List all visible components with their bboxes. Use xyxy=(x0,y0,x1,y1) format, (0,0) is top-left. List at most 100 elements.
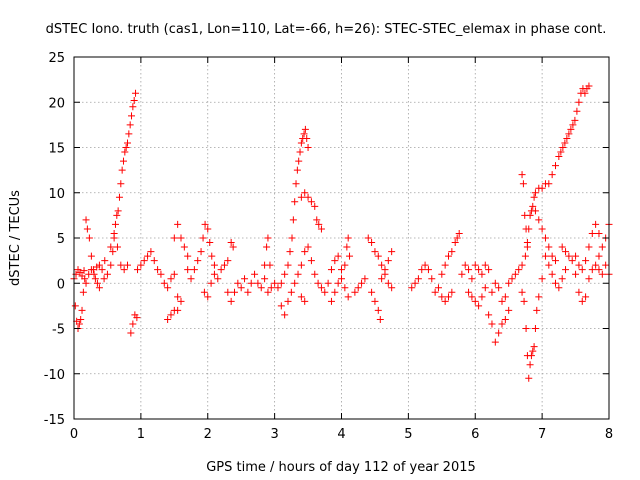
data-point xyxy=(261,275,269,283)
data-point xyxy=(441,297,449,305)
data-point xyxy=(498,297,506,305)
data-point xyxy=(122,144,130,151)
data-point xyxy=(251,270,259,278)
data-point xyxy=(525,374,533,382)
data-point xyxy=(327,297,335,305)
data-point xyxy=(518,171,526,179)
data-point xyxy=(561,139,569,147)
data-point xyxy=(585,243,593,251)
data-point xyxy=(344,234,352,242)
data-point xyxy=(231,288,238,296)
data-point xyxy=(78,272,86,280)
data-point xyxy=(575,98,583,106)
data-point xyxy=(164,284,172,292)
data-point xyxy=(129,103,137,111)
data-point xyxy=(371,248,379,256)
data-point xyxy=(130,96,138,104)
data-point xyxy=(438,293,446,301)
data-point xyxy=(301,125,309,133)
data-point xyxy=(126,121,134,129)
data-point xyxy=(291,279,299,287)
data-point xyxy=(100,275,108,283)
data-point xyxy=(535,216,543,224)
data-point xyxy=(224,257,232,265)
data-point xyxy=(227,239,235,247)
data-point xyxy=(388,248,396,256)
data-point xyxy=(581,89,589,97)
data-point xyxy=(220,261,228,269)
data-point xyxy=(508,275,516,283)
data-point xyxy=(491,279,499,287)
data-point xyxy=(331,288,339,296)
data-point xyxy=(414,275,422,283)
data-point xyxy=(147,248,155,256)
data-point xyxy=(455,229,463,237)
data-point xyxy=(343,243,351,251)
data-point xyxy=(295,157,303,165)
data-point xyxy=(281,311,289,319)
data-point xyxy=(351,288,359,296)
data-point xyxy=(341,284,349,292)
data-point xyxy=(501,293,509,301)
data-point xyxy=(297,193,305,201)
data-point xyxy=(451,239,459,247)
data-point xyxy=(569,121,577,129)
data-point xyxy=(263,243,271,251)
data-point xyxy=(545,180,553,188)
data-point xyxy=(124,139,131,147)
data-point xyxy=(364,234,372,242)
data-point xyxy=(115,193,123,201)
data-point xyxy=(127,329,135,337)
data-point xyxy=(438,270,446,278)
y-tick-label: 0 xyxy=(57,277,65,292)
data-point xyxy=(207,279,215,287)
data-point xyxy=(77,315,85,323)
data-point xyxy=(150,257,158,265)
data-point xyxy=(315,220,323,228)
data-point xyxy=(481,284,489,292)
data-point xyxy=(288,234,296,242)
data-point xyxy=(519,180,527,188)
data-point xyxy=(555,284,563,292)
x-tick-label: 1 xyxy=(137,427,145,442)
data-point xyxy=(552,162,559,170)
data-point xyxy=(523,239,531,247)
data-point xyxy=(200,288,208,296)
x-tick-label: 6 xyxy=(471,427,479,442)
data-point xyxy=(237,284,245,292)
data-point xyxy=(184,252,192,260)
data-point xyxy=(475,266,483,274)
data-point xyxy=(491,338,499,346)
data-point xyxy=(527,352,535,360)
data-point xyxy=(214,275,222,283)
data-point xyxy=(557,148,565,156)
data-point xyxy=(478,293,486,301)
data-point xyxy=(117,180,125,188)
data-point xyxy=(598,243,606,251)
data-point xyxy=(520,297,528,305)
data-point xyxy=(374,252,382,260)
data-point xyxy=(117,261,125,269)
data-point xyxy=(287,288,295,296)
data-point xyxy=(545,261,553,269)
data-point xyxy=(565,130,573,138)
data-point xyxy=(358,279,366,287)
data-point xyxy=(578,297,586,305)
data-point xyxy=(529,347,537,355)
x-tick-label: 2 xyxy=(204,427,212,442)
data-point xyxy=(271,279,279,287)
data-point xyxy=(294,270,302,278)
data-point xyxy=(378,275,386,283)
data-point xyxy=(301,189,309,197)
data-point xyxy=(341,261,349,269)
chart-title: dSTEC Iono. truth (cas1, Lon=110, Lat=-6… xyxy=(46,22,607,37)
data-point xyxy=(453,234,461,242)
data-point xyxy=(87,252,95,260)
data-point xyxy=(344,293,352,301)
data-point xyxy=(374,306,382,314)
data-point xyxy=(321,288,329,296)
y-tick-label: 15 xyxy=(48,142,65,157)
data-point xyxy=(90,270,98,278)
data-point xyxy=(174,293,182,301)
data-point xyxy=(95,284,103,292)
